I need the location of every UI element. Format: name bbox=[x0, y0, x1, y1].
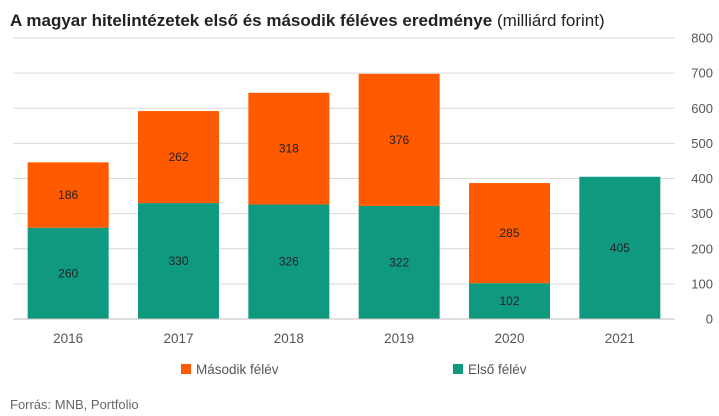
data-label-second-half: 376 bbox=[389, 133, 409, 147]
y-tick-label: 400 bbox=[691, 171, 713, 186]
legend-label-first-half: Első félév bbox=[468, 362, 527, 377]
y-tick-label: 200 bbox=[691, 241, 713, 256]
chart-title-main: A magyar hitelintézetek első és második … bbox=[10, 11, 492, 30]
bar-second-half bbox=[469, 183, 550, 284]
bar-first-half bbox=[579, 176, 661, 319]
bar-second-half bbox=[138, 111, 219, 204]
legend: Második félév Első félév bbox=[181, 362, 527, 377]
data-label-second-half: 285 bbox=[499, 226, 519, 240]
x-tick-label: 2017 bbox=[163, 331, 193, 346]
x-tick-label: 2018 bbox=[274, 331, 304, 346]
data-label-first-half: 102 bbox=[499, 294, 519, 308]
bar-first-half bbox=[27, 227, 109, 319]
legend-label-second-half: Második félév bbox=[196, 362, 279, 377]
bar-second-half bbox=[358, 73, 440, 206]
x-tick-label: 2019 bbox=[384, 331, 414, 346]
bar-first-half bbox=[138, 203, 219, 319]
chart-title-unit: (milliárd forint) bbox=[492, 11, 604, 30]
data-label-second-half: 186 bbox=[58, 188, 78, 202]
bar-second-half bbox=[248, 92, 330, 205]
y-axis: 0 100 200 300 400 500 600 700 800 bbox=[691, 31, 713, 327]
y-tick-label: 500 bbox=[691, 136, 713, 151]
data-label-first-half: 326 bbox=[279, 255, 299, 269]
y-tick-label: 800 bbox=[691, 31, 713, 46]
bar-first-half bbox=[358, 205, 440, 319]
bar-first-half bbox=[248, 204, 330, 319]
gridlines bbox=[13, 37, 675, 320]
source-note: Forrás: MNB, Portfolio bbox=[10, 397, 139, 412]
x-tick-label: 2020 bbox=[494, 331, 524, 346]
x-tick-label: 2016 bbox=[53, 331, 83, 346]
legend-swatch-second-half bbox=[181, 364, 191, 374]
x-tick-label: 2021 bbox=[605, 331, 635, 346]
y-tick-label: 0 bbox=[706, 312, 713, 327]
data-label-first-half: 322 bbox=[389, 255, 409, 269]
y-tick-label: 300 bbox=[691, 206, 713, 221]
data-label-first-half: 260 bbox=[58, 266, 78, 280]
y-tick-label: 600 bbox=[691, 101, 713, 116]
y-tick-label: 100 bbox=[691, 276, 713, 291]
data-label-second-half: 318 bbox=[279, 142, 299, 156]
data-label-first-half: 330 bbox=[168, 254, 188, 268]
bar-second-half bbox=[27, 162, 109, 228]
chart-title: A magyar hitelintézetek első és második … bbox=[10, 11, 605, 30]
bars: 260 186 330 262 326 318 322 376 102 285 405 bbox=[27, 73, 661, 319]
data-label-second-half: 262 bbox=[168, 150, 188, 164]
x-axis: 2016 2017 2018 2019 2020 2021 bbox=[13, 318, 675, 346]
data-label-first-half: 405 bbox=[610, 241, 630, 255]
bar-first-half bbox=[469, 283, 550, 319]
legend-swatch-first-half bbox=[453, 364, 463, 374]
y-tick-label: 700 bbox=[691, 66, 713, 81]
